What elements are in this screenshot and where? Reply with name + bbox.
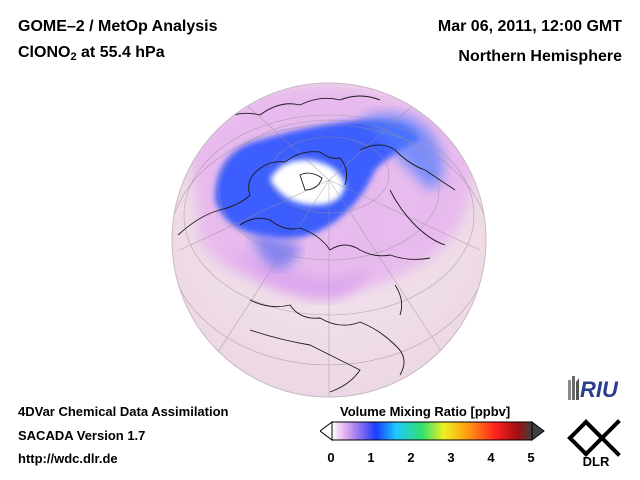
dlr-logo: DLR [567, 419, 621, 468]
colorbar-tick: 1 [367, 450, 375, 465]
riu-logo: RIU [568, 376, 619, 402]
footer-method: 4DVar Chemical Data Assimilation [18, 404, 229, 419]
colorbar-min-arrow [320, 421, 333, 441]
colorbar-tick: 3 [447, 450, 455, 465]
riu-text: RIU [580, 377, 619, 402]
graticule [172, 89, 486, 397]
colorbar-title: Volume Mixing Ratio [ppbv] [340, 404, 511, 419]
colorbar-tick: 0 [327, 450, 335, 465]
footer-version: SACADA Version 1.7 [18, 428, 146, 443]
colorbar [320, 421, 545, 441]
title-line1: GOME–2 / MetOp Analysis [18, 18, 218, 35]
colorbar-max-arrow [531, 421, 545, 441]
colorbar-tick: 4 [487, 450, 495, 465]
globe-field [172, 83, 486, 397]
colorbar-gradient [331, 421, 533, 441]
coastlines [177, 95, 456, 393]
vortex-core [270, 159, 345, 205]
dlr-text: DLR [583, 454, 610, 468]
footer-url: http://wdc.dlr.de [18, 451, 118, 466]
hemisphere-label: Northern Hemisphere [458, 48, 622, 65]
species-subscript: 2 [70, 51, 77, 63]
title-line2: ClONO2 at 55.4 hPa [18, 44, 165, 63]
colorbar-tick: 5 [527, 450, 535, 465]
colorbar-tick: 2 [407, 450, 415, 465]
species-name: ClONO [18, 44, 71, 61]
date-label: Mar 06, 2011, 12:00 GMT [437, 18, 622, 35]
pressure-level: at 55.4 hPa [76, 44, 165, 61]
